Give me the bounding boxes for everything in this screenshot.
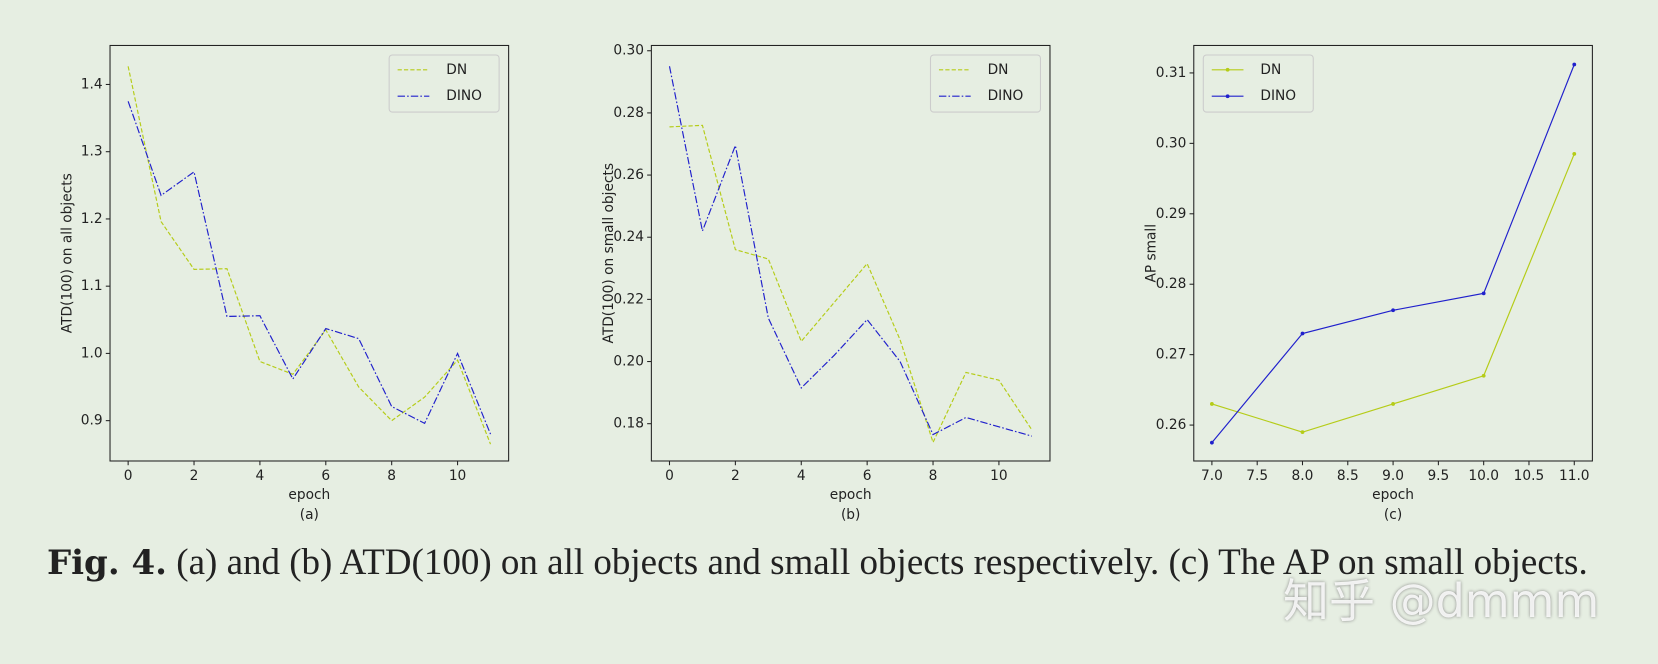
series-line — [1211, 153, 1575, 433]
y-tick-label: 1.0 — [81, 345, 103, 361]
y-axis-label: ATD(100) on all objects — [60, 173, 76, 333]
point — [1209, 440, 1214, 445]
x-tick-label: 7.0 — [1201, 468, 1223, 484]
point — [1391, 308, 1395, 313]
series-line — [669, 124, 1033, 444]
x-tick-label: 0 — [665, 468, 674, 484]
x-tick-label: 8.5 — [1337, 468, 1359, 484]
series-line — [668, 66, 1033, 437]
x-tick-label: 6 — [863, 468, 872, 484]
point — [1300, 331, 1305, 336]
x-axis-label: epoch — [1372, 487, 1414, 503]
y-tick-label: 1.4 — [81, 76, 103, 92]
legend-label: DINO — [446, 88, 482, 104]
x-axis-label: epoch — [288, 487, 330, 503]
x-tick-label: 6 — [321, 468, 330, 484]
x-axis-label: epoch — [830, 487, 872, 503]
x-tick-label: 2 — [190, 468, 199, 484]
x-tick-label: 8 — [929, 468, 938, 484]
y-tick-label: 0.20 — [613, 354, 644, 370]
y-tick-label: 0.26 — [613, 167, 644, 183]
point — [1481, 373, 1486, 378]
caption-label: Fig. 4. — [47, 543, 167, 583]
y-tick-label: 0.26 — [1156, 417, 1187, 433]
x-tick-label: 8.0 — [1292, 468, 1314, 484]
legend-label: DN — [446, 62, 467, 78]
x-tick-label: 10 — [990, 468, 1007, 484]
y-tick-label: 1.1 — [81, 278, 103, 294]
point — [1572, 152, 1577, 156]
x-tick-label: 10.0 — [1468, 468, 1499, 484]
series-line — [1211, 64, 1575, 444]
y-axis-label: AP small — [1143, 224, 1159, 283]
point — [1391, 402, 1395, 406]
legend-label: DN — [988, 62, 1009, 78]
legend-box — [388, 54, 500, 113]
legend-box — [929, 54, 1041, 113]
x-tick-label: 10 — [449, 468, 466, 484]
legend-marker — [1225, 67, 1230, 72]
x-tick-label: 11.0 — [1559, 468, 1590, 484]
y-tick-label: 0.27 — [1156, 347, 1187, 363]
y-tick-label: 0.22 — [613, 291, 644, 307]
y-axis-label: ATD(100) on small objects — [601, 163, 617, 343]
y-tick-label: 0.18 — [613, 416, 644, 432]
x-tick-label: 0 — [124, 468, 133, 484]
legend-marker — [1225, 94, 1230, 99]
y-tick-label: 0.28 — [1156, 276, 1187, 292]
x-tick-label: 4 — [797, 468, 806, 484]
y-tick-label: 0.9 — [81, 413, 103, 429]
y-tick-label: 0.30 — [613, 43, 644, 59]
x-tick-label: 9.5 — [1427, 468, 1449, 484]
y-tick-label: 0.31 — [1156, 65, 1187, 81]
y-tick-label: 1.3 — [81, 144, 103, 160]
x-tick-label: 8 — [387, 468, 396, 484]
series-line — [127, 66, 492, 445]
sub-label: (a) — [300, 507, 319, 523]
point — [1300, 430, 1305, 435]
x-tick-label: 10.5 — [1514, 468, 1545, 484]
caption-text: (a) and (b) ATD(100) on all objects and … — [176, 542, 1588, 583]
x-tick-label: 9.0 — [1382, 468, 1404, 484]
y-tick-label: 0.28 — [613, 105, 644, 121]
plot-area — [109, 44, 510, 462]
watermark: 知乎 @dmmm — [1283, 574, 1600, 628]
point — [1209, 402, 1214, 406]
y-tick-label: 1.2 — [81, 211, 103, 227]
legend-label: DINO — [988, 88, 1024, 104]
legend-label: DINO — [1260, 88, 1296, 104]
sub-label: (c) — [1384, 507, 1402, 523]
caption: Fig. 4. (a) and (b) ATD(100) on all obje… — [47, 538, 1613, 588]
x-tick-label: 4 — [256, 468, 265, 484]
y-tick-label: 0.29 — [1156, 206, 1187, 222]
x-tick-label: 7.5 — [1246, 468, 1268, 484]
y-tick-label: 0.30 — [1156, 135, 1187, 151]
point — [1572, 62, 1577, 67]
series-line — [127, 101, 492, 435]
sub-label: (b) — [841, 507, 860, 523]
point — [1481, 291, 1486, 296]
y-tick-label: 0.24 — [613, 229, 644, 245]
x-tick-label: 2 — [731, 468, 740, 484]
plot-area — [650, 44, 1051, 462]
legend-box — [1202, 54, 1314, 113]
legend-label: DN — [1260, 62, 1281, 78]
